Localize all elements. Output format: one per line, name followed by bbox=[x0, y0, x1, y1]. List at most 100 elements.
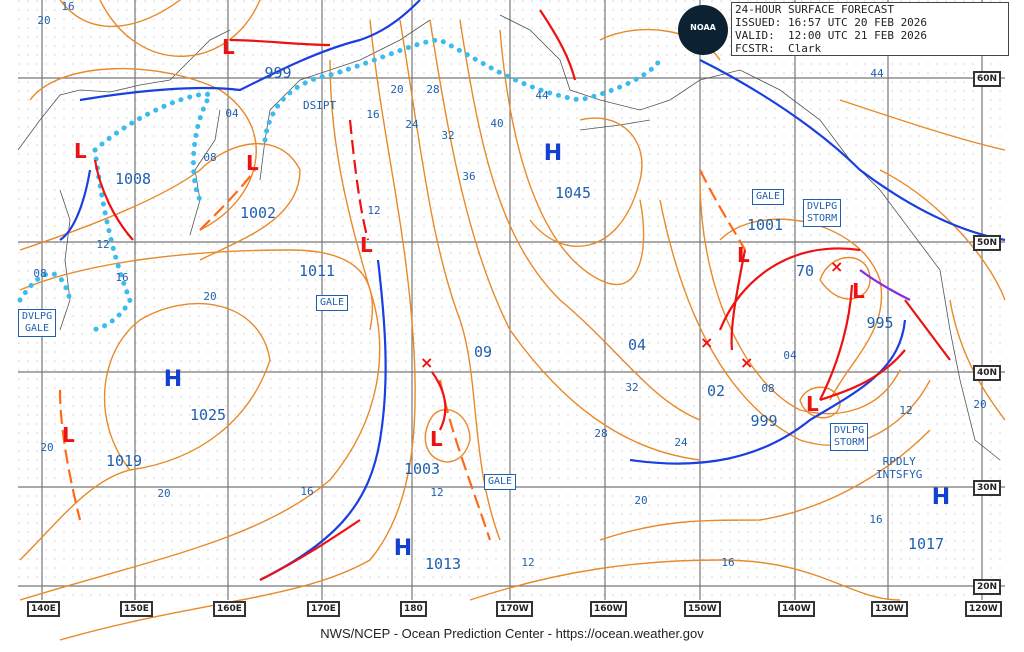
isobar-label: 16 bbox=[115, 271, 128, 284]
high-center-marker: H bbox=[164, 367, 182, 392]
lon-label: 120W bbox=[965, 601, 1002, 617]
isobar-label: 20 bbox=[390, 83, 403, 96]
low-position-marker: × bbox=[740, 353, 753, 372]
isobar-label: 12 bbox=[521, 556, 534, 569]
pressure-label: 1011 bbox=[299, 262, 335, 280]
low-position-marker: × bbox=[830, 257, 843, 276]
ice-edge bbox=[17, 37, 663, 333]
ice-edge-line bbox=[262, 37, 663, 143]
warm-front bbox=[904, 299, 951, 361]
pressure-center-labels: 999 1008 1002 1011 1025 1019 1003 1013 1… bbox=[106, 64, 944, 573]
coastline bbox=[499, 14, 1001, 461]
low-center-marker: L bbox=[246, 151, 259, 175]
isobar bbox=[599, 429, 931, 541]
isobar bbox=[879, 169, 1006, 301]
occluded-front bbox=[859, 269, 911, 301]
isobar-label: 12 bbox=[96, 238, 109, 251]
low-center-marker: L bbox=[806, 392, 819, 416]
isobar-label: 20 bbox=[203, 290, 216, 303]
isobar bbox=[719, 218, 883, 401]
lon-label: 130W bbox=[871, 601, 908, 617]
pressure-label: 1025 bbox=[190, 406, 226, 424]
isobar bbox=[839, 99, 1006, 151]
cold-front bbox=[259, 259, 387, 581]
isobar-label: 12 bbox=[899, 404, 912, 417]
isobar bbox=[19, 302, 271, 561]
pressure-label: 999 bbox=[264, 64, 291, 82]
warm-front bbox=[229, 38, 331, 47]
isobar bbox=[819, 256, 871, 300]
isobar-label: 20 bbox=[634, 494, 647, 507]
low-position-marker: × bbox=[420, 353, 433, 372]
storm-track bbox=[819, 284, 854, 401]
isobar-label: 16 bbox=[61, 0, 74, 13]
isobar-label: 20 bbox=[37, 14, 50, 27]
pressure-label: 995 bbox=[866, 314, 893, 332]
gale-warning: GALE bbox=[752, 189, 785, 205]
isobar-label: 44 bbox=[535, 89, 549, 102]
isobar-label: 32 bbox=[441, 129, 454, 142]
isobar bbox=[59, 0, 181, 28]
isobar bbox=[529, 117, 643, 247]
footer-credit: NWS/NCEP - Ocean Prediction Center - htt… bbox=[320, 626, 704, 641]
trough bbox=[58, 389, 82, 521]
issued-time: ISSUED: 16:57 UTC 20 FEB 2026 bbox=[735, 16, 928, 29]
warm-front bbox=[539, 9, 577, 81]
low-center-marker: L bbox=[62, 423, 75, 447]
coastline bbox=[59, 189, 71, 331]
warning-line: DVLPG bbox=[22, 311, 53, 322]
isobar-label: 24 bbox=[405, 118, 419, 131]
warm-front bbox=[259, 519, 361, 581]
lon-label: 160W bbox=[590, 601, 627, 617]
pressure-label: 70 bbox=[796, 262, 814, 280]
high-center-marker: H bbox=[544, 141, 562, 166]
storm-track bbox=[431, 371, 447, 431]
noaa-logo: NOAA bbox=[678, 5, 728, 55]
dissipating-label: DSIPT bbox=[303, 99, 337, 112]
lon-label: 140E bbox=[27, 601, 60, 617]
developing-storm-warning: DVLPG STORM bbox=[803, 199, 842, 227]
low-center-marker: L bbox=[852, 279, 865, 303]
rapidly-intensifying-label: RPDLY INTSFYG bbox=[876, 455, 922, 481]
ice-edge-line bbox=[92, 91, 214, 203]
isobar bbox=[19, 143, 301, 261]
isobar bbox=[499, 29, 645, 286]
pressure-label: 1017 bbox=[908, 535, 944, 553]
isobar bbox=[459, 19, 701, 421]
high-center-marker: H bbox=[932, 485, 950, 510]
forecast-track bbox=[348, 119, 370, 241]
warm-front bbox=[819, 349, 906, 402]
isobar bbox=[99, 0, 261, 57]
pressure-label: 1003 bbox=[404, 460, 440, 478]
low-center-marker: L bbox=[430, 427, 443, 451]
lon-label: 170E bbox=[307, 601, 340, 617]
pressure-label: 04 bbox=[628, 336, 646, 354]
lon-label: 140W bbox=[778, 601, 815, 617]
cold-front bbox=[699, 59, 1006, 242]
pressure-label: 1019 bbox=[106, 452, 142, 470]
warning-line: INTSFYG bbox=[876, 468, 923, 481]
low-position-marker: × bbox=[700, 333, 713, 352]
isobar bbox=[399, 19, 501, 541]
pressure-label: 1002 bbox=[240, 204, 276, 222]
isobar-label: 16 bbox=[869, 513, 882, 526]
warning-line: GALE bbox=[25, 323, 50, 334]
lat-label: 40N bbox=[973, 365, 1002, 381]
isobar-label: 28 bbox=[594, 427, 607, 440]
storm-track bbox=[718, 247, 861, 331]
isobar-label: 12 bbox=[430, 486, 443, 499]
cold-front bbox=[79, 0, 421, 102]
isobar bbox=[19, 59, 381, 601]
trough bbox=[699, 169, 746, 251]
cold-front bbox=[629, 319, 907, 465]
warning-line: STORM bbox=[807, 213, 838, 224]
ice-edge-line bbox=[87, 147, 133, 333]
valid-time: VALID: 12:00 UTC 21 FEB 2026 bbox=[735, 29, 928, 42]
isobar-label: 16 bbox=[300, 485, 313, 498]
lon-label: 150E bbox=[120, 601, 153, 617]
isobar bbox=[429, 19, 701, 461]
isobars bbox=[19, 0, 1006, 641]
low-center-marker: L bbox=[737, 243, 750, 267]
warning-line: RPDLY bbox=[882, 455, 916, 468]
